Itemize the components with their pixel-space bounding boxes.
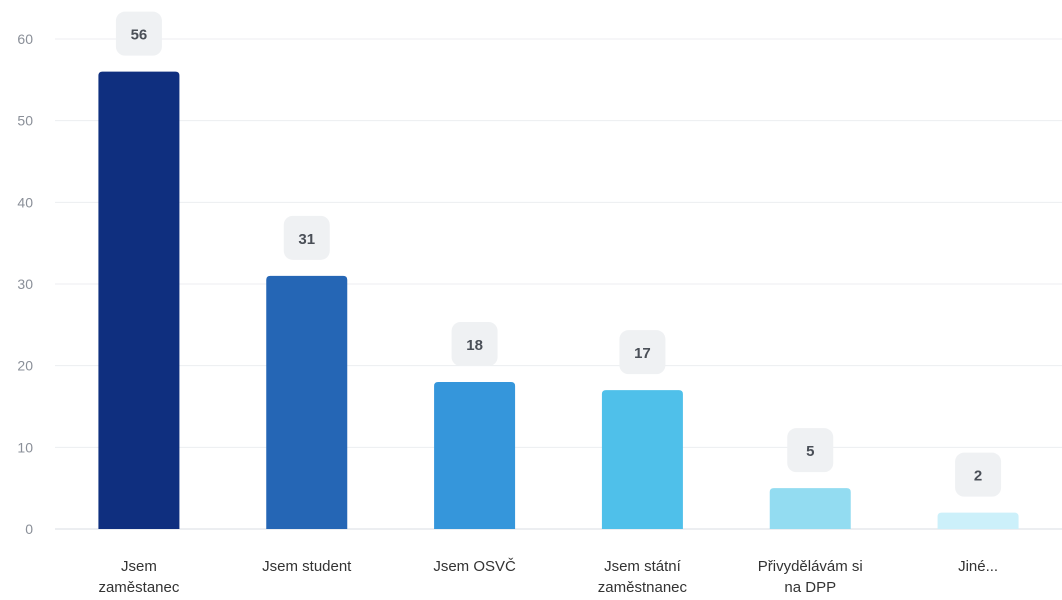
value-label: 17 — [634, 345, 651, 362]
y-tick-label: 30 — [17, 276, 33, 292]
value-label-bg — [283, 215, 330, 260]
value-label-bg — [451, 322, 498, 366]
bar[interactable] — [266, 275, 348, 529]
x-tick-label: Jsem zaměstanec — [98, 558, 179, 596]
bar[interactable] — [98, 71, 180, 530]
x-tick-label-line: Jsem OSVČ — [433, 558, 516, 575]
y-axis: 0 10 20 30 40 50 60 — [17, 31, 33, 537]
y-tick-label: 40 — [17, 194, 33, 210]
x-tick-label-line: Jiné... — [958, 558, 998, 575]
x-tick-label: Jiné... — [958, 558, 998, 575]
value-label: 2 — [974, 468, 982, 485]
bars — [98, 71, 1019, 530]
bar[interactable] — [434, 382, 516, 529]
x-tick-label: Přivydělávám si na DPP — [758, 558, 863, 596]
bar[interactable] — [937, 512, 1019, 529]
value-label-bg — [955, 452, 1002, 497]
x-tick-label-line: Jsem státní — [604, 558, 682, 575]
value-label: 56 — [131, 27, 148, 44]
value-label-bg — [115, 11, 162, 56]
y-tick-label: 50 — [17, 113, 33, 129]
value-label-bg — [787, 428, 834, 473]
value-labels: 56 31 18 17 5 2 — [115, 11, 1002, 497]
x-tick-label-line: na DPP — [784, 579, 836, 596]
value-label: 5 — [806, 443, 814, 460]
bar[interactable] — [769, 488, 851, 529]
value-label: 31 — [298, 231, 315, 248]
x-tick-label-line: Jsem — [121, 558, 157, 575]
y-tick-label: 0 — [25, 521, 33, 537]
y-tick-label: 60 — [17, 31, 33, 47]
x-tick-label: Jsem OSVČ — [433, 558, 516, 575]
value-label-bg — [619, 330, 666, 375]
x-tick-label-line: zaměstnanec — [598, 579, 688, 596]
x-tick-label: Jsem student — [262, 558, 352, 575]
grid-lines — [55, 38, 1062, 530]
x-axis: Jsem zaměstanec Jsem student Jsem OSVČ Jsem … — [98, 558, 998, 596]
value-label: 18 — [466, 337, 483, 354]
x-tick-label-line: Jsem student — [262, 558, 352, 575]
x-tick-label-line: Přivydělávám si — [758, 558, 863, 575]
x-tick-label: Jsem státní zaměstnanec — [598, 558, 688, 596]
y-tick-label: 10 — [17, 439, 33, 455]
bar[interactable] — [601, 390, 683, 529]
y-tick-label: 20 — [17, 358, 33, 374]
x-tick-label-line: zaměstanec — [98, 579, 179, 596]
